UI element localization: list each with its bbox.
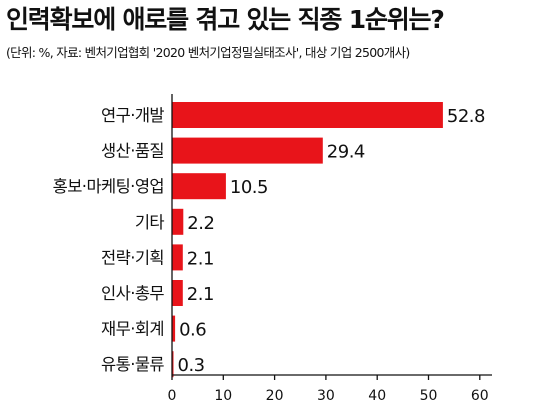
x-tick-label: 60	[471, 388, 489, 404]
bar	[172, 244, 183, 271]
category-label: 재무·회계	[101, 320, 164, 339]
category-label: 기타	[135, 213, 165, 232]
value-label: 52.8	[447, 106, 485, 127]
value-label: 0.3	[178, 355, 205, 376]
value-label: 2.1	[187, 248, 214, 269]
chart-title: 인력확보에 애로를 겪고 있는 직종 1순위는?	[6, 5, 445, 34]
bar	[172, 137, 323, 164]
value-label: 10.5	[230, 177, 268, 198]
category-label: 생산·품질	[101, 142, 164, 161]
chart-subtitle: (단위: %, 자료: 벤처기업협회 '2020 벤처기업정밀실태조사', 대상…	[6, 45, 410, 60]
x-tick-label: 30	[317, 388, 335, 404]
bar	[172, 280, 183, 306]
x-tick-label: 40	[368, 388, 386, 404]
bar	[172, 173, 226, 200]
x-tick-label: 10	[214, 388, 232, 404]
value-label: 2.1	[187, 284, 214, 305]
category-label: 연구·개발	[101, 106, 164, 125]
category-label: 인사·총무	[101, 284, 164, 303]
category-label: 전략·기획	[101, 248, 164, 267]
bar	[172, 351, 174, 378]
x-tick-label: 0	[168, 388, 177, 404]
value-label: 0.6	[179, 320, 206, 341]
category-label: 홍보·마케팅·영업	[53, 177, 164, 196]
bar	[172, 102, 443, 128]
bar	[172, 208, 184, 235]
x-tick-label: 50	[420, 388, 438, 404]
category-label: 유통·물류	[101, 355, 164, 374]
value-label: 2.2	[187, 213, 214, 234]
value-label: 29.4	[327, 142, 365, 163]
bar	[172, 315, 176, 342]
x-tick-label: 20	[266, 388, 284, 404]
